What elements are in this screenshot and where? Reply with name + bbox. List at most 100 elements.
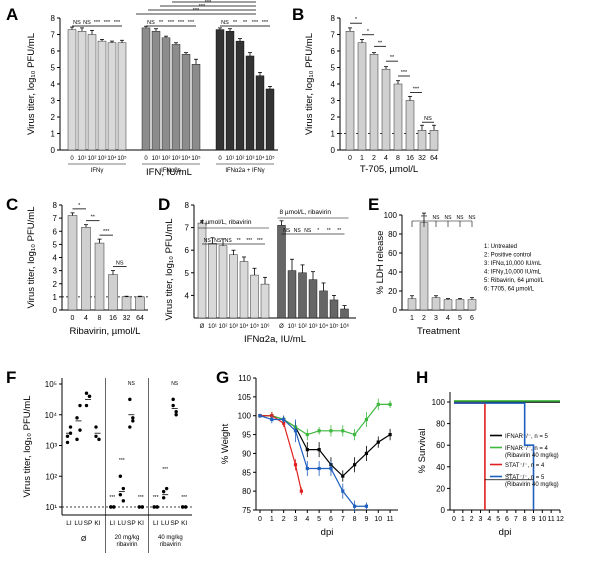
- bar: [218, 245, 228, 319]
- x-tick-label: 10⁵: [191, 155, 201, 162]
- y-tick-label: 7: [331, 31, 336, 40]
- y-tick-label: 80: [242, 487, 251, 496]
- data-point: [164, 486, 169, 491]
- x-tick-label: 4: [487, 516, 491, 523]
- significance-label: ***: [205, 0, 212, 6]
- significance-label: NS: [424, 116, 432, 122]
- x-tick-label: 1: [360, 155, 364, 162]
- bar: [97, 40, 107, 151]
- y-tick-label: 1: [53, 293, 58, 302]
- survival-line: [454, 402, 535, 510]
- significance-label: ***: [104, 20, 111, 26]
- x-tick-label: 10¹: [152, 156, 161, 162]
- x-tick-label: 1: [461, 516, 465, 523]
- x-tick-label: 10²: [88, 156, 97, 162]
- data-point: [118, 493, 123, 497]
- data-point: [171, 397, 175, 402]
- y-tick-label: 4: [331, 80, 336, 89]
- data-point: [84, 403, 89, 408]
- y-tick-label: 100: [384, 211, 398, 220]
- significance-label: ***: [153, 495, 159, 501]
- x-tick-label: 0: [71, 315, 75, 322]
- significance-label: NS: [225, 238, 233, 244]
- legend-entry: 2: Positive control: [484, 253, 531, 259]
- legend-entry: IFNAR⁻/⁻, n = 4: [505, 446, 549, 452]
- panel-letter: C: [6, 195, 18, 214]
- tissue-label: KI: [94, 520, 100, 527]
- x-tick-label: 8: [353, 516, 357, 523]
- data-point: [171, 403, 175, 408]
- x-tick-label: 10: [538, 516, 546, 523]
- data-point: [94, 425, 98, 429]
- y-axis-label: Virus titer, log₁₀ PFU/mL: [304, 33, 315, 135]
- significance-label: NS: [433, 215, 441, 221]
- tissue-label: LI: [153, 520, 159, 527]
- significance-label: ***: [401, 70, 408, 76]
- significance-label: **: [327, 228, 331, 234]
- x-tick-label: 1: [270, 516, 274, 523]
- x-tick-label: 10⁴: [181, 155, 191, 162]
- data-point: [305, 432, 309, 437]
- data-point: [353, 432, 357, 437]
- significance-label: ***: [109, 495, 115, 501]
- bar: [405, 100, 415, 151]
- bar: [245, 55, 255, 151]
- bar: [67, 215, 78, 311]
- bar: [107, 42, 117, 151]
- y-tick-label: 3: [331, 97, 336, 106]
- x-tick-label: 10: [374, 516, 382, 523]
- panel-letter: H: [416, 368, 428, 387]
- x-tick-label: 5: [496, 516, 500, 523]
- bar: [191, 63, 201, 151]
- bar: [443, 299, 453, 311]
- data-point: [65, 434, 70, 438]
- x-tick-label: 10²: [219, 324, 228, 330]
- x-tick-label: 3: [479, 516, 483, 523]
- data-point: [299, 489, 303, 493]
- x-tick-label: 10²: [162, 156, 171, 162]
- legend-note: (Ribavirin 40 mg/kg): [505, 482, 559, 488]
- x-tick-label: 10³: [246, 156, 255, 162]
- series-line: [260, 415, 391, 477]
- x-tick-label: 4: [384, 155, 388, 162]
- significance-label: **: [233, 20, 238, 26]
- bar: [77, 31, 87, 151]
- x-axis-label: T-705, µmol/L: [360, 164, 418, 175]
- y-tick-label: 20: [388, 287, 397, 296]
- tissue-label: LI: [110, 520, 116, 527]
- bar: [171, 44, 181, 151]
- significance-label: **: [378, 40, 383, 46]
- bar: [81, 227, 91, 311]
- bar: [319, 290, 328, 319]
- data-point: [258, 414, 262, 418]
- y-axis-label: % Weight: [220, 423, 231, 464]
- y-tick-label: 7: [185, 224, 190, 233]
- x-tick-label: 0: [218, 156, 222, 162]
- y-tick-label: 0: [51, 146, 56, 155]
- y-tick-label: 6: [53, 227, 58, 236]
- x-tick-label: 6: [505, 516, 509, 523]
- y-tick-label: 60: [436, 441, 445, 450]
- significance-label: NS: [294, 228, 302, 234]
- survival-line: [454, 402, 486, 510]
- data-point: [364, 417, 369, 422]
- y-tick-label: 4: [53, 254, 58, 263]
- bar: [67, 29, 77, 151]
- y-axis-label: Virus titer, log₁₀ PFU/mL: [22, 395, 33, 497]
- data-point: [317, 448, 321, 452]
- data-point: [270, 417, 274, 422]
- y-tick-label: 3: [51, 97, 56, 106]
- significance-label: ***: [119, 458, 125, 464]
- significance-label: *: [355, 17, 358, 23]
- group-label: IFNα2a + IFNγ: [225, 168, 264, 174]
- significance-label: ***: [168, 20, 175, 26]
- y-tick-label: 5: [331, 64, 336, 73]
- data-point: [353, 463, 357, 467]
- bar: [431, 297, 441, 311]
- significance-label: **: [91, 215, 96, 221]
- x-tick-label: 5: [458, 315, 462, 322]
- significance-label: ***: [103, 229, 110, 235]
- x-tick-label: 6: [470, 315, 474, 322]
- data-point: [293, 429, 298, 433]
